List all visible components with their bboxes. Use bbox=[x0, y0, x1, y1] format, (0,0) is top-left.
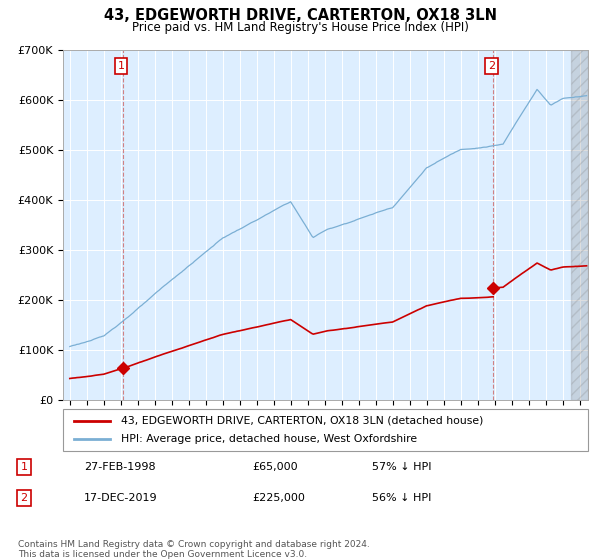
Text: 1: 1 bbox=[20, 462, 28, 472]
Text: HPI: Average price, detached house, West Oxfordshire: HPI: Average price, detached house, West… bbox=[121, 435, 417, 445]
FancyBboxPatch shape bbox=[63, 409, 588, 451]
Text: Price paid vs. HM Land Registry's House Price Index (HPI): Price paid vs. HM Land Registry's House … bbox=[131, 21, 469, 34]
Text: Contains HM Land Registry data © Crown copyright and database right 2024.
This d: Contains HM Land Registry data © Crown c… bbox=[18, 540, 370, 559]
Text: 17-DEC-2019: 17-DEC-2019 bbox=[84, 493, 158, 503]
Text: 57% ↓ HPI: 57% ↓ HPI bbox=[372, 462, 431, 472]
Text: £65,000: £65,000 bbox=[252, 462, 298, 472]
Bar bbox=[571, 50, 588, 400]
Text: 43, EDGEWORTH DRIVE, CARTERTON, OX18 3LN: 43, EDGEWORTH DRIVE, CARTERTON, OX18 3LN bbox=[104, 8, 497, 24]
Text: 1: 1 bbox=[118, 61, 125, 71]
Text: 27-FEB-1998: 27-FEB-1998 bbox=[84, 462, 155, 472]
Text: £225,000: £225,000 bbox=[252, 493, 305, 503]
Text: 56% ↓ HPI: 56% ↓ HPI bbox=[372, 493, 431, 503]
Text: 2: 2 bbox=[20, 493, 28, 503]
Text: 2: 2 bbox=[488, 61, 495, 71]
Text: 43, EDGEWORTH DRIVE, CARTERTON, OX18 3LN (detached house): 43, EDGEWORTH DRIVE, CARTERTON, OX18 3LN… bbox=[121, 416, 483, 426]
